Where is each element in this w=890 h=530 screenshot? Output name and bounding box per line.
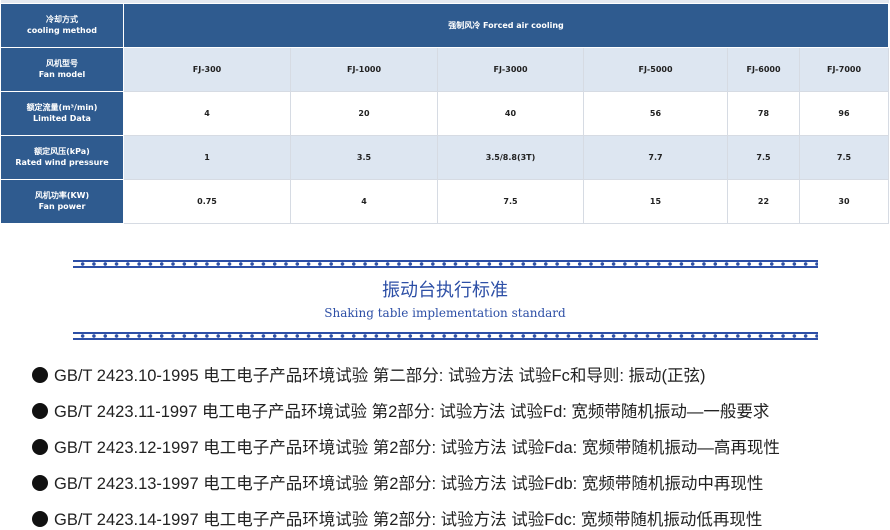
list-item: GB/T 2423.11-1997 电工电子产品环境试验 第2部分: 试验方法 … (32, 398, 769, 422)
section-title: 振动台执行标准 (382, 280, 508, 301)
table-cell: 3.5 (290, 134, 438, 180)
bullet-icon (32, 511, 48, 527)
table-cell: 20 (290, 90, 438, 136)
row-label: 风机型号 Fan model (0, 46, 124, 92)
table-cell: FJ-1000 (290, 46, 438, 92)
table-cell: 78 (727, 90, 800, 136)
table-row: 风机功率(KW) Fan power 0.75 4 7.5 15 22 30 (0, 178, 889, 224)
table-cell: 7.5 (799, 134, 889, 180)
row-label: 冷却方式 cooling method (0, 2, 124, 48)
table-cell: 7.5 (437, 178, 584, 224)
table-cell: 40 (437, 90, 584, 136)
table-row: 额定风压(kPa) Rated wind pressure 1 3.5 3.5/8.8(… (0, 134, 889, 180)
row-cooling-method: 冷却方式 cooling method 强制风冷 Forced air cooli… (0, 2, 889, 48)
table-cell: 0.75 (123, 178, 291, 224)
list-item: GB/T 2423.13-1997 电工电子产品环境试验 第2部分: 试验方法 … (32, 470, 763, 494)
table-row: 额定流量(m³/min) Limited Data 4 20 40 56 78 96 (0, 90, 889, 136)
table-cell: FJ-300 (123, 46, 291, 92)
bullet-icon (32, 367, 48, 383)
fan-spec-table: 冷却方式 cooling method 强制风冷 Forced air cooli… (0, 0, 889, 224)
bullet-icon (32, 475, 48, 491)
decorative-divider (73, 332, 818, 340)
list-item: GB/T 2423.14-1997 电工电子产品环境试验 第2部分: 试验方法 … (32, 506, 762, 530)
bullet-icon (32, 439, 48, 455)
table-cell: 3.5/8.8(3T) (437, 134, 584, 180)
table-cell: 15 (583, 178, 728, 224)
table-cell: FJ-5000 (583, 46, 728, 92)
table-cell: FJ-3000 (437, 46, 584, 92)
table-cell: 56 (583, 90, 728, 136)
row-label: 风机功率(KW) Fan power (0, 178, 124, 224)
table-row: 风机型号 Fan model FJ-300 FJ-1000 FJ-3000 FJ-5000… (0, 46, 889, 92)
table-cell: 4 (290, 178, 438, 224)
list-item: GB/T 2423.10-1995 电工电子产品环境试验 第二部分: 试验方法 … (32, 362, 706, 386)
table-cell: 4 (123, 90, 291, 136)
section-subtitle: Shaking table implementation standard (324, 306, 566, 320)
table-cell: 1 (123, 134, 291, 180)
table-cell: 7.5 (727, 134, 800, 180)
table-cell: 7.7 (583, 134, 728, 180)
table-cell: 96 (799, 90, 889, 136)
table-cell: FJ-6000 (727, 46, 800, 92)
row-label: 额定风压(kPa) Rated wind pressure (0, 134, 124, 180)
table-cell: 22 (727, 178, 800, 224)
table-cell: 30 (799, 178, 889, 224)
decorative-divider (73, 260, 818, 268)
bullet-icon (32, 403, 48, 419)
list-item: GB/T 2423.12-1997 电工电子产品环境试验 第2部分: 试验方法 … (32, 434, 780, 458)
cooling-value: 强制风冷 Forced air cooling (123, 2, 889, 48)
row-label: 额定流量(m³/min) Limited Data (0, 90, 124, 136)
table-cell: FJ-7000 (799, 46, 889, 92)
